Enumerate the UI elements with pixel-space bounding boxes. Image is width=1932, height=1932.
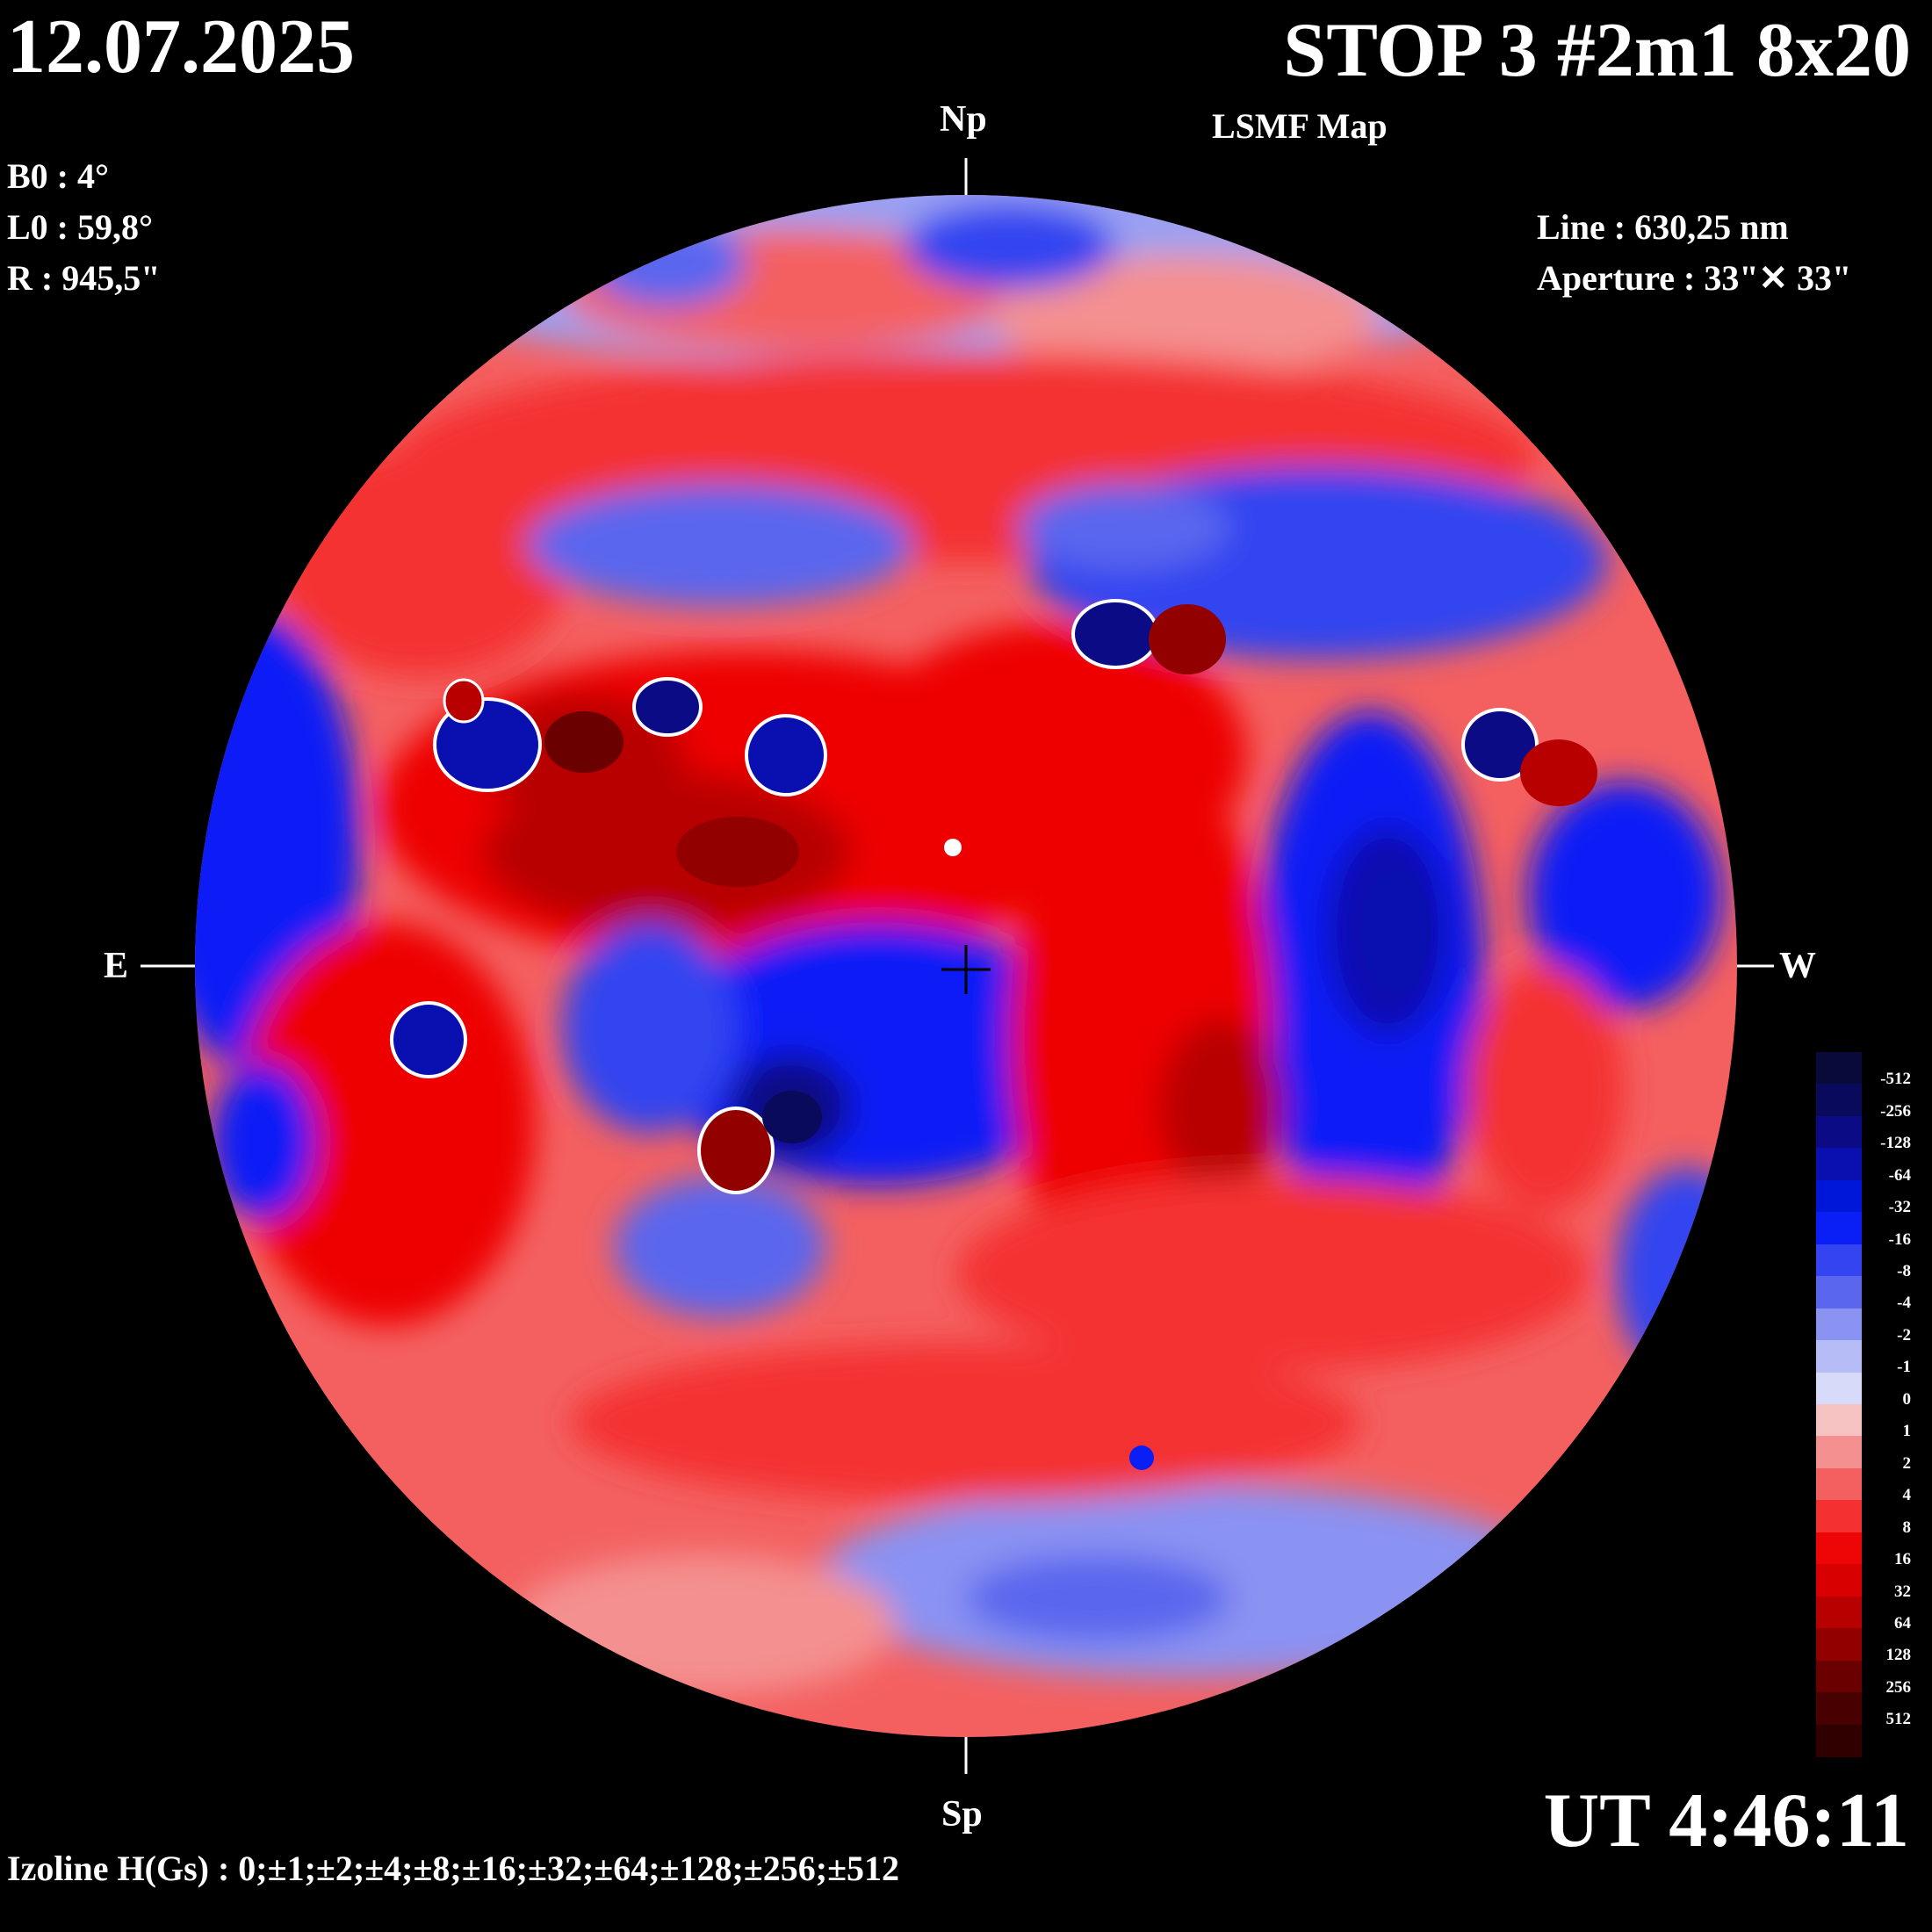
universal-time: UT 4:46:11	[1543, 1778, 1909, 1864]
east-label: E	[104, 946, 129, 986]
legend-label: 64	[1894, 1613, 1911, 1633]
legend-label: 32	[1894, 1582, 1911, 1601]
legend-label: -8	[1897, 1261, 1911, 1280]
legend-label: -16	[1888, 1229, 1911, 1249]
legend-label: 256	[1885, 1677, 1912, 1697]
west-label: W	[1779, 946, 1816, 986]
legend-swatch	[1816, 1404, 1862, 1438]
legend-label: 8	[1902, 1517, 1912, 1537]
legend-label: 128	[1885, 1646, 1912, 1665]
legend-label: -1	[1897, 1358, 1911, 1377]
legend-label: 0	[1902, 1389, 1912, 1409]
b0-value: B0 : 4°	[7, 156, 109, 196]
l0-value: L0 : 59,8°	[7, 207, 153, 247]
legend-label: -512	[1880, 1070, 1911, 1089]
ephemeris-params: B0 : 4° L0 : 59,8° R : 945,5"	[7, 151, 160, 304]
legend-swatch	[1816, 1052, 1862, 1085]
legend-swatch	[1816, 1724, 1862, 1757]
legend-label: -128	[1880, 1134, 1911, 1153]
legend-swatch	[1816, 1500, 1862, 1533]
aperture-value: Aperture : 33"✕ 33"	[1537, 258, 1852, 298]
legend-swatch	[1816, 1660, 1862, 1694]
line-value: Line : 630,25 nm	[1537, 207, 1789, 247]
legend-swatch	[1816, 1628, 1862, 1662]
legend-label: 2	[1902, 1453, 1912, 1473]
map-type-label: LSMF Map	[1212, 106, 1388, 146]
legend-label: -256	[1880, 1101, 1911, 1121]
magnetic-field-disk	[195, 195, 1737, 1737]
legend-swatch	[1816, 1340, 1862, 1373]
legend-swatch	[1816, 1084, 1862, 1117]
legend-label: -32	[1888, 1198, 1911, 1217]
legend-swatch	[1816, 1532, 1862, 1566]
observation-date: 12.07.2025	[7, 4, 355, 90]
map-title: STOP 3 #2m1 8x20	[1283, 8, 1911, 93]
legend-label: 4	[1902, 1486, 1912, 1505]
legend-label: -2	[1897, 1325, 1911, 1344]
legend-swatch	[1816, 1436, 1862, 1469]
isoline-levels: Izoline H(Gs) : 0;±1;±2;±4;±8;±16;±32;±6…	[7, 1849, 900, 1888]
legend-swatch	[1816, 1115, 1862, 1150]
legend-swatch	[1816, 1148, 1862, 1181]
legend-swatch	[1816, 1179, 1862, 1214]
legend-swatch	[1816, 1564, 1862, 1597]
legend-label: -64	[1888, 1165, 1911, 1185]
legend-swatch	[1816, 1372, 1862, 1405]
center-crosshair	[941, 945, 991, 994]
legend-label: 1	[1902, 1422, 1912, 1441]
legend-swatch	[1816, 1276, 1862, 1309]
north-pole-label: Np	[940, 99, 987, 140]
legend-swatch	[1816, 1692, 1862, 1726]
radius-value: R : 945,5"	[7, 258, 161, 298]
legend-label: 512	[1885, 1710, 1912, 1729]
instrument-params: Line : 630,25 nm Aperture : 33"✕ 33"	[1537, 202, 1851, 304]
south-pole-label: Sp	[941, 1794, 983, 1835]
legend-label: -4	[1897, 1294, 1911, 1313]
legend-label: 16	[1894, 1550, 1911, 1569]
legend-swatch	[1816, 1596, 1862, 1630]
legend-swatch	[1816, 1467, 1862, 1502]
field-strength-legend: -512 -256 -128 -64 -32 -16 -8 -4 -2 -1 0 1 2 4 8 16 32 64…	[1816, 1052, 1921, 1757]
legend-swatch	[1816, 1212, 1862, 1245]
disk-axes	[141, 158, 1774, 1774]
legend-swatch	[1816, 1308, 1862, 1342]
legend-swatch	[1816, 1244, 1862, 1278]
